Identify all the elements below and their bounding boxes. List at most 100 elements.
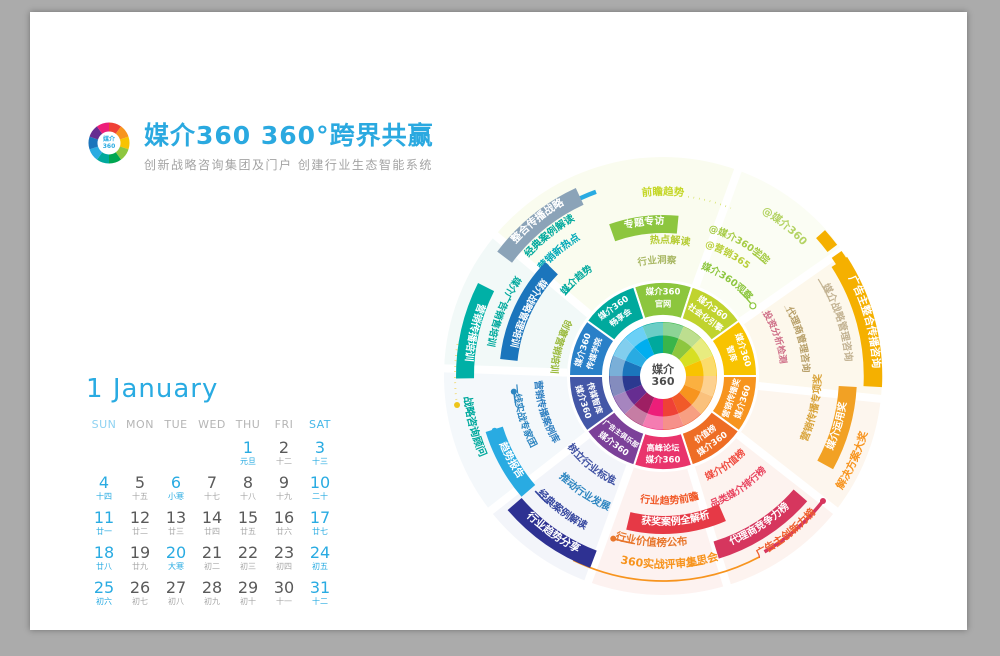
weekday-header: THU: [235, 418, 261, 431]
segment-label: 媒介360: [645, 455, 681, 466]
decorative-arc: [817, 278, 831, 302]
calendar-day: 22 初三: [230, 545, 266, 571]
calendar: 1 January SUN MON TUE WED THU FRI SAT 1 元旦 2 十二 3 十三…: [86, 374, 342, 606]
day-number: 25: [93, 578, 115, 597]
label-band: [713, 489, 808, 559]
sector-divider: [485, 431, 590, 516]
day-number: 12: [129, 508, 151, 527]
calendar-day: 2 十二: [266, 440, 302, 466]
day-lunar-label: 初五: [312, 562, 328, 571]
calendar-day: 9 十九: [266, 475, 302, 501]
pinwheel-wedge: [613, 384, 648, 415]
media360-wheel-diagram: 媒介趋势行业洞察热点解读专题专访前瞻趋势营销新热点经典案例解读整合传播战略@营销…: [440, 157, 885, 595]
calendar-day: 29 初十: [230, 580, 266, 606]
segment-label: 媒介360: [645, 287, 681, 298]
day-number: 2: [278, 438, 290, 457]
decorative-arc: [686, 563, 704, 568]
decorative-arc: [783, 305, 796, 329]
decorative-arc: [763, 499, 825, 554]
decorative-arc: [534, 490, 549, 505]
center-label: 媒介: [651, 362, 675, 376]
logo-color-arc: [108, 152, 122, 164]
day-lunar-label: 十二: [276, 457, 292, 466]
calendar-day: 4 十四: [86, 475, 122, 501]
pinwheel-wedge: [642, 396, 663, 430]
empty-cell: [122, 440, 158, 466]
decorative-arc: [603, 478, 615, 486]
pinwheel-wedge: [678, 384, 713, 415]
empty-cell: [158, 440, 194, 466]
label-band: [609, 215, 679, 242]
day-lunar-label: 十四: [96, 492, 112, 501]
calendar-day: 1 元旦: [230, 440, 266, 466]
day-lunar-label: 十八: [240, 492, 256, 501]
day-number: 5: [134, 473, 146, 492]
header-text: 媒介360 360°跨界共赢 创新战略咨询集团及门户 创建行业生态智能系统: [144, 122, 434, 173]
day-lunar-label: 二十: [312, 492, 328, 501]
center-label: 360: [652, 375, 675, 388]
logo-color-arc: [115, 126, 129, 140]
decorative-arc: [688, 195, 732, 210]
day-lunar-label: 廿九: [132, 562, 148, 571]
logo-color-arc: [108, 122, 122, 134]
day-lunar-label: 廿六: [276, 527, 292, 536]
calendar-day: 20 大寒: [158, 545, 194, 571]
day-lunar-label: 廿二: [132, 527, 148, 536]
day-number: 22: [237, 543, 259, 562]
decorative-arc: [761, 311, 772, 329]
header: 媒介 360 媒介360 360°跨界共赢 创新战略咨询集团及门户 创建行业生态智…: [88, 122, 434, 173]
sector-tint: [490, 435, 631, 582]
center-circle: [640, 353, 686, 399]
empty-cell: [194, 440, 230, 466]
pinwheel-wedge: [678, 337, 713, 368]
pinwheel-wedge: [624, 391, 655, 426]
day-number: 17: [309, 508, 331, 527]
day-lunar-label: 初七: [132, 597, 148, 606]
day-number: 27: [165, 578, 187, 597]
weekday-header: WED: [198, 418, 226, 431]
calendar-day: 11 廿一: [86, 510, 122, 536]
pinwheel-wedge: [624, 326, 655, 361]
pinwheel-wedge: [671, 326, 702, 361]
day-number: 1: [242, 438, 254, 457]
arc-end-dot: [454, 401, 461, 408]
pinwheel-overlay: [609, 322, 717, 430]
arc-end-dot: [610, 535, 617, 542]
day-number: 13: [165, 508, 187, 527]
calendar-day: 16 廿六: [266, 510, 302, 536]
segment-label: 官网: [655, 299, 671, 309]
calendar-day: 21 初二: [194, 545, 230, 571]
day-number: 23: [273, 543, 295, 562]
pinwheel-wedge: [642, 322, 663, 356]
calendar-month-name: January: [112, 374, 219, 404]
day-lunar-label: 初八: [168, 597, 184, 606]
label-band: [626, 504, 726, 534]
day-number: 3: [314, 438, 326, 457]
logo-text: 媒介: [103, 135, 116, 143]
day-lunar-label: 十二: [312, 597, 328, 606]
label-band: [831, 256, 883, 388]
calendar-day: 17 廿七: [302, 510, 338, 536]
day-number: 31: [309, 578, 331, 597]
day-number: 29: [237, 578, 259, 597]
day-lunar-label: 廿八: [96, 562, 112, 571]
calendar-day: 27 初八: [158, 580, 194, 606]
wheel-segment: [585, 285, 646, 343]
calendar-day: 19 廿九: [122, 545, 158, 571]
sector-tint: [695, 170, 843, 321]
pinwheel-wedge: [609, 376, 643, 397]
day-lunar-label: 小寒: [168, 492, 184, 501]
calendar-day: 25 初六: [86, 580, 122, 606]
calendar-day: 8 十八: [230, 475, 266, 501]
pinwheel-wedge: [609, 355, 643, 376]
calendar-day: 12 廿二: [122, 510, 158, 536]
decorative-arc: [751, 252, 766, 264]
label-band: [456, 283, 495, 379]
day-number: 8: [242, 473, 254, 492]
media360-logo-icon: 媒介360: [88, 122, 130, 164]
calendar-day: 30 十一: [266, 580, 302, 606]
label-band: [485, 426, 536, 497]
calendar-day: 6 小寒: [158, 475, 194, 501]
calendar-title: 1 January: [86, 374, 342, 404]
calendar-day: 7 十七: [194, 475, 230, 501]
